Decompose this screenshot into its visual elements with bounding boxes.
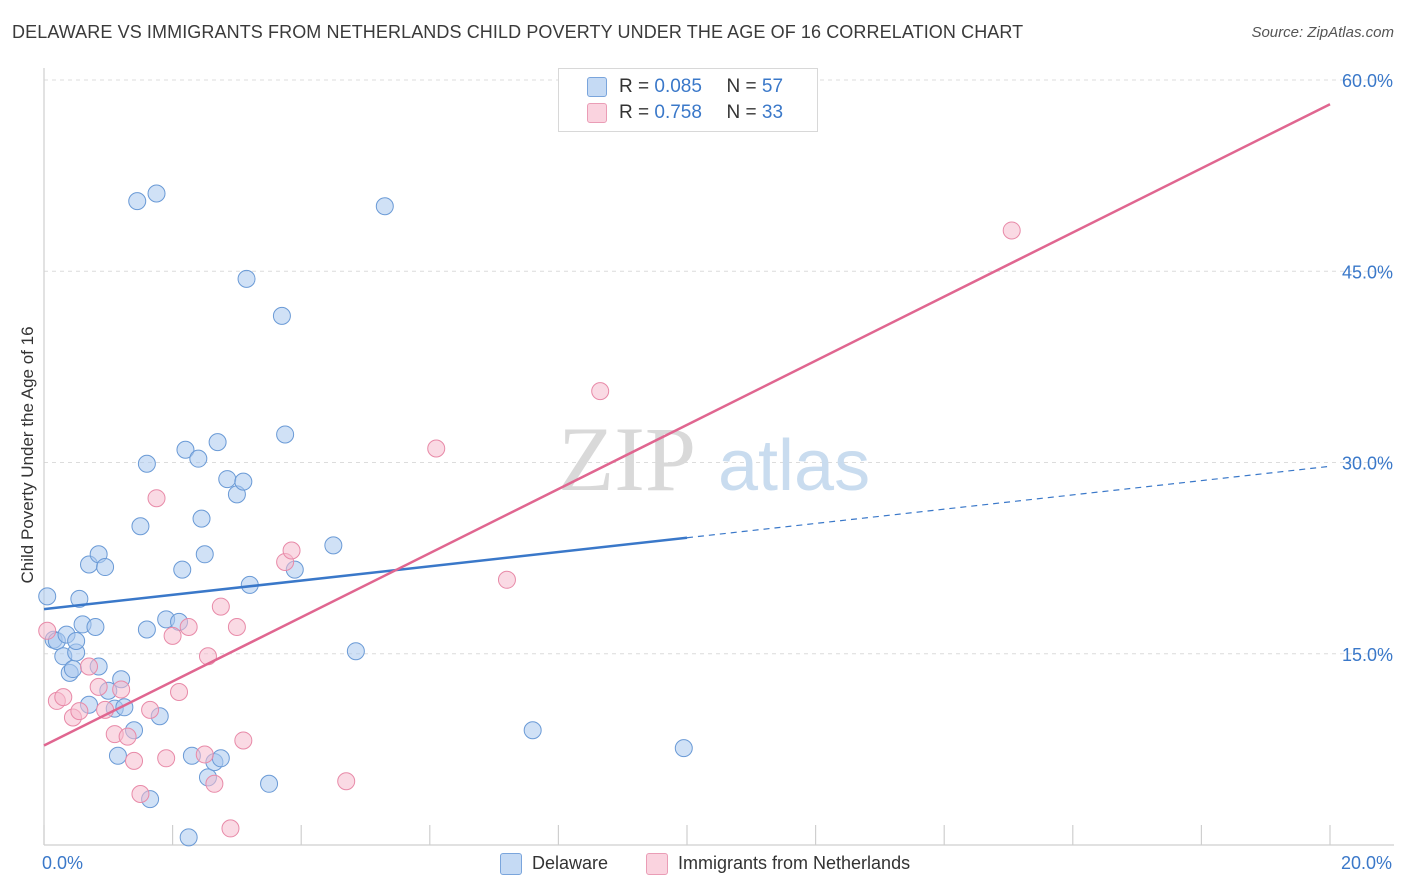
series-delaware [38,184,693,847]
r-label: R = [619,102,650,123]
netherlands-point [89,677,108,696]
trend-layer [43,103,1331,747]
y-tick-label: 45.0% [1342,262,1393,282]
delaware-point [108,746,127,765]
delaware-point [147,184,166,203]
y-tick-labels: 15.0% 30.0% 45.0% 60.0% [1342,71,1393,665]
delaware-point [128,192,147,211]
delaware-point [218,470,237,489]
netherlands-point [1002,221,1021,240]
n-label: N = [726,76,757,97]
netherlands-point [179,617,198,636]
netherlands-point [147,489,166,508]
delaware-point [523,721,542,740]
netherlands-point [118,727,137,746]
netherlands-point [163,626,182,645]
netherlands-point [337,772,356,791]
delaware-point [276,425,295,444]
legend-swatch-netherlands [587,103,607,123]
delaware-point [67,632,86,650]
watermark-zip: ZIP [558,408,696,510]
delaware-point [189,449,208,468]
netherlands-point [195,745,214,764]
correlation-legend: R = 0.085 N = 57 R = 0.758 N = 33 [558,68,818,132]
delaware-point [237,269,256,288]
delaware-point [86,617,105,636]
delaware-point [208,433,227,452]
netherlands-point [211,597,230,616]
n-value-netherlands: 33 [761,102,784,123]
delaware-trend-line [43,536,688,611]
netherlands-point [227,617,246,636]
netherlands-point [221,819,240,838]
r-value-delaware: 0.085 [654,76,702,97]
legend-label-netherlands: Immigrants from Netherlands [678,853,911,873]
delaware-point [179,828,198,847]
delaware-point [176,440,195,459]
n-label: N = [726,102,757,123]
netherlands-point [427,439,446,458]
delaware-point [192,509,211,528]
watermark: ZIP atlas [558,408,870,510]
delaware-point [234,472,253,491]
delaware-point [375,197,394,216]
netherlands-point [125,751,144,770]
y-tick-label: 30.0% [1342,454,1393,474]
netherlands-point [80,657,99,676]
delaware-point [195,545,214,564]
delaware-point [346,642,365,661]
netherlands-point [497,570,516,589]
chart-title: DELAWARE VS IMMIGRANTS FROM NETHERLANDS … [12,22,1024,42]
delaware-point [674,739,693,758]
delaware-point [211,749,230,768]
y-tick-label: 60.0% [1342,71,1393,91]
delaware-point [137,620,156,639]
netherlands-point [131,785,150,803]
x-tick-label-min: 0.0% [42,853,84,873]
grid-layer [44,79,1394,655]
legend-label-delaware: Delaware [532,853,609,873]
delaware-point [70,589,89,608]
netherlands-point [54,688,73,707]
netherlands-point [234,731,253,750]
delaware-point [260,774,279,793]
points-layer [38,184,1021,847]
netherlands-point [70,702,89,721]
axis-layer [43,68,1394,846]
netherlands-point [170,683,189,701]
delaware-point [38,587,57,606]
netherlands-point [591,382,610,401]
netherlands-point [38,621,57,640]
delaware-point [131,517,150,536]
y-tick-label: 15.0% [1342,645,1393,665]
delaware-point [63,660,82,679]
netherlands-point [282,541,301,560]
watermark-atlas: atlas [718,426,870,506]
source-label: Source: ZipAtlas.com [1251,24,1394,41]
netherlands-point [112,680,131,699]
delaware-point [137,454,156,473]
legend-swatch-netherlands [646,853,668,875]
r-value-netherlands: 0.758 [654,102,702,123]
delaware-point [173,560,192,579]
delaware-point [96,558,115,577]
legend-swatch-delaware [500,853,522,875]
netherlands-trend-line [43,103,1331,747]
n-value-delaware: 57 [761,76,784,97]
netherlands-point [198,647,217,666]
legend-swatch-delaware [587,77,607,97]
netherlands-point [141,700,160,719]
delaware-trend-extension [686,465,1331,539]
netherlands-point [157,749,176,768]
delaware-point [324,536,343,555]
x-tick-label-max: 20.0% [1340,853,1392,873]
delaware-point [272,306,291,325]
netherlands-point [205,774,224,793]
series-netherlands [38,221,1021,838]
r-label: R = [619,76,650,97]
